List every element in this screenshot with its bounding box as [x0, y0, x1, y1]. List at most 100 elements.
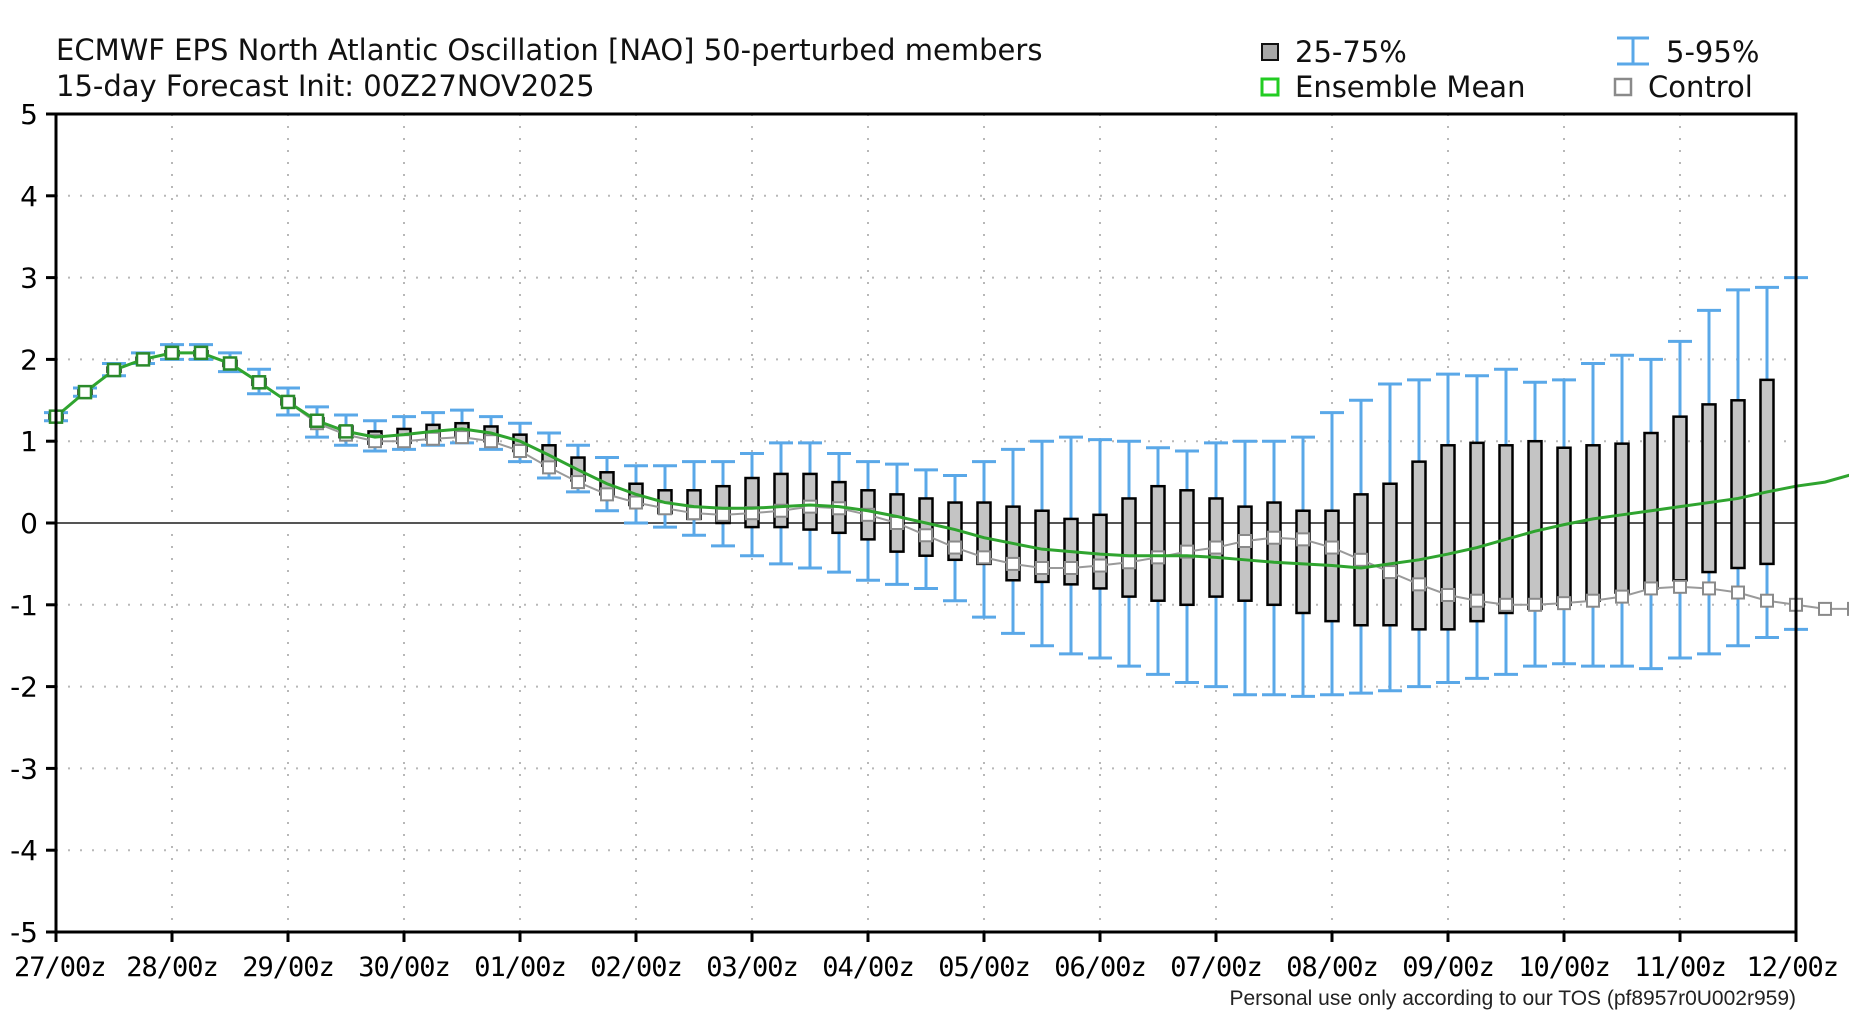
y-tick-label: -2 [10, 671, 38, 704]
control-point [1064, 560, 1078, 575]
iqr-box [1759, 378, 1775, 566]
control-point [716, 507, 730, 522]
y-tick-label: -3 [10, 752, 38, 785]
control-point [1383, 565, 1397, 580]
legend-mean-swatch [1260, 77, 1280, 97]
y-tick-label: -5 [10, 916, 38, 949]
control-point [455, 430, 469, 445]
x-tick-label: 06/00z [1054, 952, 1146, 983]
legend: 25-75% 5-95% Ensemble Mean Control [1260, 35, 1759, 104]
iqr-box [1672, 415, 1688, 582]
y-tick-label: 0 [20, 507, 38, 540]
iqr-box [1730, 399, 1746, 570]
x-tick-label: 04/00z [822, 952, 914, 983]
iqr-box [1614, 442, 1630, 594]
control-point [1731, 585, 1745, 600]
y-axis: 5 4 3 2 1 0 -1 -2 -3 -4 -5 [10, 98, 56, 949]
iqr-box [1701, 403, 1717, 574]
chart-title: ECMWF EPS North Atlantic Oscillation [NA… [56, 33, 1042, 67]
x-tick-label: 29/00z [242, 952, 334, 983]
iqr-box [1150, 484, 1166, 602]
iqr-box [1498, 444, 1514, 615]
control-point [1615, 589, 1629, 604]
iqr-box [1092, 513, 1108, 590]
control-point [542, 460, 556, 475]
whiskers [44, 276, 1808, 698]
control-point [1644, 581, 1658, 596]
legend-control-swatch [1613, 77, 1633, 97]
control-point [1122, 555, 1136, 570]
iqr-box [918, 497, 934, 557]
control-point [1528, 597, 1542, 612]
legend-range-swatch [1617, 36, 1649, 66]
x-tick-label: 07/00z [1170, 952, 1262, 983]
iqr-box [1295, 509, 1311, 615]
control-point [1093, 558, 1107, 573]
control-series [49, 345, 1849, 616]
x-tick-label: 03/00z [706, 952, 798, 983]
x-axis: 27/00z 28/00z 29/00z 30/00z 01/00z 02/00z 03/0… [14, 932, 1839, 983]
x-tick-label: 11/00z [1634, 952, 1726, 983]
iqr-box [1121, 497, 1137, 598]
control-line [55, 351, 1849, 610]
legend-range-label: 5-95% [1666, 35, 1759, 69]
control-point [1673, 579, 1687, 594]
x-tick-label: 27/00z [14, 952, 106, 983]
mean-point [338, 424, 354, 439]
mean-point [280, 394, 296, 410]
footer-note: Personal use only according to our TOS (… [1229, 987, 1796, 1010]
control-point [1586, 593, 1600, 608]
control-point [426, 431, 440, 446]
iqr-box [773, 472, 789, 529]
mean-line [55, 351, 1849, 570]
y-tick-label: 5 [20, 98, 38, 131]
iqr-box [1382, 482, 1398, 627]
x-tick-label: 28/00z [126, 952, 218, 983]
control-point [1818, 601, 1832, 616]
control-point [1267, 530, 1281, 545]
legend-mean-label: Ensemble Mean [1295, 70, 1525, 104]
iqr-box [1469, 441, 1485, 623]
iqr-box [1527, 439, 1543, 611]
y-tick-label: 3 [20, 262, 38, 295]
y-tick-label: 2 [20, 343, 38, 376]
y-tick-label: 1 [20, 425, 38, 458]
y-tick-label: -1 [10, 589, 38, 622]
control-point [1499, 597, 1513, 612]
control-point [513, 444, 527, 459]
control-point [1412, 577, 1426, 592]
mean-point [309, 413, 325, 428]
iqr-box [1266, 501, 1282, 607]
control-point [948, 540, 962, 555]
control-point [1238, 533, 1252, 548]
control-point [919, 528, 933, 543]
x-tick-label: 02/00z [590, 952, 682, 983]
y-tick-label: -4 [10, 834, 38, 867]
control-point [1354, 552, 1368, 567]
control-point [600, 487, 614, 502]
control-point [1035, 560, 1049, 575]
iqr-boxes [48, 349, 1775, 631]
iqr-box [1585, 444, 1601, 602]
control-point [1557, 596, 1571, 611]
control-point [977, 550, 991, 565]
x-tick-label: 09/00z [1402, 952, 1494, 983]
iqr-box [1237, 505, 1253, 602]
mean-point [251, 375, 267, 390]
control-point [629, 495, 643, 510]
mean-point [106, 362, 122, 378]
y-tick-label: 4 [20, 180, 38, 213]
control-point [397, 434, 411, 449]
control-point [1325, 540, 1339, 555]
control-point [484, 434, 498, 449]
control-point [571, 475, 585, 490]
x-tick-label: 30/00z [358, 952, 450, 983]
control-point [1441, 587, 1455, 602]
x-tick-label: 12/00z [1746, 952, 1838, 983]
mean-point [135, 352, 151, 367]
legend-iqr-label: 25-75% [1295, 35, 1407, 69]
x-tick-label: 01/00z [474, 952, 566, 983]
control-point [1006, 556, 1020, 571]
mean-series [48, 345, 1849, 570]
mean-point [193, 345, 209, 361]
